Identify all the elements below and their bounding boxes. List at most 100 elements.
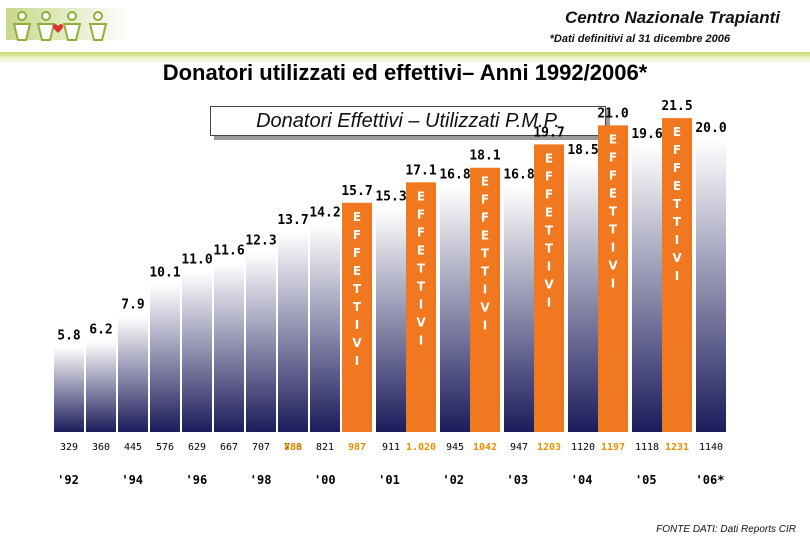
count-utilizzati-2005: 1118: [635, 442, 659, 453]
effettivi-letter: F: [353, 228, 361, 242]
value-label-utilizzati-1996: 11.0: [181, 252, 212, 267]
page-title: Donatori utilizzati ed effettivi– Anni 1…: [162, 60, 648, 85]
count-utilizzati-1995: 576: [156, 442, 174, 453]
year-label: '03: [507, 473, 529, 487]
effettivi-letter: T: [481, 247, 490, 261]
count-utilizzati-1999: 788: [284, 442, 302, 453]
bar-utilizzati-1994: [118, 316, 148, 432]
bar-utilizzati-1999: [278, 231, 308, 432]
value-label-utilizzati-2006: 20.0: [695, 121, 726, 136]
effettivi-letter: I: [675, 233, 679, 247]
chart-title: Donatori Effettivi – Utilizzati P.M.P.: [210, 106, 606, 136]
count-utilizzati-1998: 707: [252, 442, 270, 453]
effettivi-letter: E: [481, 229, 489, 243]
effettivi-letter: E: [417, 189, 425, 203]
cnt-logo: [6, 8, 130, 41]
value-label-effettivi-2003: 18.1: [469, 149, 500, 164]
bar-utilizzati-1998: [246, 252, 276, 432]
effettivi-letter: V: [480, 301, 490, 315]
effettivi-letter: F: [417, 207, 425, 221]
value-label-utilizzati-1997: 11.6: [213, 244, 244, 259]
effettivi-letter: E: [417, 243, 425, 257]
count-effettivi-2003: 1042: [473, 442, 497, 453]
bar-effettivi-2004: [534, 144, 564, 432]
bar-utilizzati-1992: [54, 347, 84, 432]
effettivi-letter: T: [609, 204, 618, 218]
value-label-utilizzati-2002: 16.8: [439, 168, 470, 183]
value-label-effettivi-2006: 21.5: [661, 99, 692, 114]
effettivi-letter: F: [353, 246, 361, 260]
count-utilizzati-1993: 360: [92, 442, 110, 453]
count-utilizzati-1996: 629: [188, 442, 206, 453]
effettivi-letter: T: [673, 215, 682, 229]
effettivi-letter: T: [417, 261, 426, 275]
value-label-utilizzati-2003: 16.8: [503, 168, 534, 183]
year-label: '94: [121, 473, 143, 487]
value-label-effettivi-2004: 19.7: [533, 125, 564, 140]
effettivi-letter: F: [481, 193, 489, 207]
year-label: '06*: [696, 473, 725, 487]
effettivi-letter: T: [673, 197, 682, 211]
effettivi-letter: E: [545, 151, 553, 165]
bar-effettivi-2002: [406, 182, 436, 432]
effettivi-letter: E: [353, 210, 361, 224]
data-source: FONTE DATI: Dati Reports CIR: [656, 524, 796, 535]
value-label-utilizzati-1999: 13.7: [277, 213, 308, 228]
count-utilizzati-2000: 821: [316, 442, 334, 453]
effettivi-letter: E: [609, 132, 617, 146]
count-utilizzati-2004: 1120: [571, 442, 595, 453]
count-utilizzati-2002: 945: [446, 442, 464, 453]
value-label-utilizzati-2000: 14.2: [309, 206, 340, 221]
effettivi-letter: V: [608, 258, 618, 272]
bar-utilizzati-2005: [632, 145, 662, 432]
org-name: Centro Nazionale Trapianti: [564, 8, 780, 27]
count-utilizzati-2006: 1140: [699, 442, 723, 453]
bar-utilizzati-2002: [440, 186, 470, 432]
bar-utilizzati-2000: [310, 224, 340, 432]
bar-utilizzati-1995: [150, 284, 180, 432]
heart-icon: [52, 24, 64, 33]
effettivi-letter: V: [672, 251, 682, 265]
effettivi-letter: I: [547, 295, 551, 309]
year-label: '96: [186, 473, 208, 487]
value-label-utilizzati-2004: 18.5: [567, 143, 598, 158]
count-utilizzati-1994: 445: [124, 442, 142, 453]
bar-effettivi-2001: [342, 202, 372, 432]
bar-utilizzati-2006: [696, 140, 726, 432]
effettivi-letter: E: [545, 205, 553, 219]
effettivi-letter: V: [416, 315, 426, 329]
value-label-utilizzati-2005: 19.6: [631, 127, 662, 142]
effettivi-letter: F: [609, 150, 617, 164]
effettivi-letter: E: [481, 175, 489, 189]
effettivi-letter: T: [545, 223, 554, 237]
effettivi-letter: T: [353, 282, 362, 296]
people-figures-icon: [12, 11, 108, 41]
effettivi-letter: E: [353, 264, 361, 278]
count-utilizzati-2003: 947: [510, 442, 528, 453]
effettivi-letter: E: [609, 186, 617, 200]
effettivi-letter: F: [673, 161, 681, 175]
value-label-effettivi-2001: 15.7: [341, 184, 372, 199]
value-label-effettivi-2002: 17.1: [405, 163, 436, 178]
effettivi-letter: T: [545, 241, 554, 255]
effettivi-letter: T: [353, 300, 362, 314]
bar-utilizzati-1997: [214, 262, 244, 432]
effettivi-letter: F: [609, 168, 617, 182]
bar-effettivi-2003: [470, 167, 500, 433]
data-note: *Dati definitivi al 31 dicembre 2006: [549, 33, 730, 45]
value-label-utilizzati-2001: 15.3: [375, 190, 406, 205]
bar-effettivi-2006: [662, 118, 692, 432]
value-label-utilizzati-1994: 7.9: [121, 298, 144, 313]
effettivi-letter: I: [355, 318, 359, 332]
effettivi-letter: F: [417, 225, 425, 239]
value-label-utilizzati-1995: 10.1: [149, 266, 180, 281]
bar-utilizzati-2001: [376, 208, 406, 432]
effettivi-letter: T: [481, 265, 490, 279]
effettivi-letter: F: [545, 169, 553, 183]
count-effettivi-2004: 1203: [537, 442, 561, 453]
count-utilizzati-1992: 329: [60, 442, 78, 453]
effettivi-letter: V: [544, 277, 554, 291]
effettivi-letter: I: [611, 276, 615, 290]
bar-utilizzati-2003: [504, 186, 534, 432]
count-effettivi-2006: 1231: [665, 442, 689, 453]
